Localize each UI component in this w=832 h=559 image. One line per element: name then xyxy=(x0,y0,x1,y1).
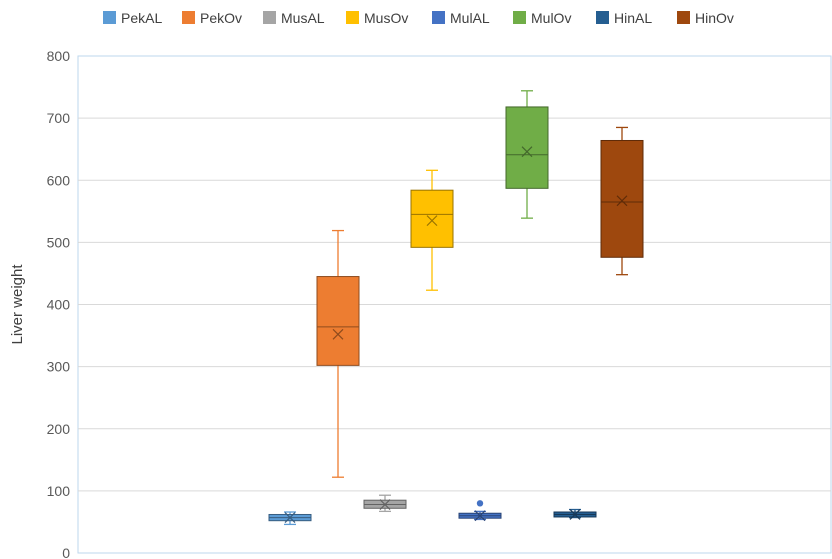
legend-swatch xyxy=(346,11,359,24)
y-tick-label: 800 xyxy=(47,48,71,64)
y-axis-tick-labels: 0 100 200 300 400 500 600 700 800 xyxy=(47,48,71,559)
y-tick-label: 100 xyxy=(47,483,71,499)
legend-swatch xyxy=(182,11,195,24)
box-MusAL xyxy=(363,494,407,513)
plot-area: 0 100 200 300 400 500 600 700 800 xyxy=(47,48,832,559)
legend-item-HinAL: HinAL xyxy=(596,10,652,26)
legend-swatch xyxy=(103,11,116,24)
legend-item-HinOv: HinOv xyxy=(677,10,734,26)
legend-label: HinAL xyxy=(614,10,652,26)
legend-label: MusOv xyxy=(364,10,408,26)
box-iqr xyxy=(410,189,454,248)
y-tick-label: 700 xyxy=(47,110,71,126)
box-MulOv xyxy=(505,90,549,219)
boxes xyxy=(268,90,644,526)
gridlines xyxy=(78,117,831,492)
legend: PekAL PekOv MusAL MusOv MulAL MulOv HinAL HinOv xyxy=(103,10,734,26)
y-tick-label: 0 xyxy=(62,545,70,559)
y-tick-label: 300 xyxy=(47,359,71,375)
box-iqr xyxy=(600,139,644,258)
legend-label: PekAL xyxy=(121,10,162,26)
mean-marker xyxy=(426,215,438,227)
box-iqr xyxy=(316,276,360,366)
y-tick-label: 500 xyxy=(47,234,71,250)
box-MulAL xyxy=(458,500,502,522)
legend-label: PekOv xyxy=(200,10,242,26)
box-MusOv xyxy=(410,169,454,291)
box-HinAL xyxy=(553,508,597,520)
legend-item-MulAL: MulAL xyxy=(432,10,490,26)
mean-marker xyxy=(616,195,628,207)
mean-marker xyxy=(474,510,486,522)
legend-item-PekOv: PekOv xyxy=(182,10,242,26)
legend-item-PekAL: PekAL xyxy=(103,10,162,26)
legend-label: MulAL xyxy=(450,10,490,26)
mean-marker xyxy=(569,509,581,520)
legend-swatch xyxy=(263,11,276,24)
legend-item-MusAL: MusAL xyxy=(263,10,325,26)
legend-label: MusAL xyxy=(281,10,325,26)
mean-marker xyxy=(521,146,533,158)
mean-marker xyxy=(379,499,391,510)
outlier-point xyxy=(476,500,484,507)
legend-item-MulOv: MulOv xyxy=(513,10,571,26)
y-axis-title: Liver weight xyxy=(9,264,26,345)
box-PekOv xyxy=(316,229,360,478)
mean-marker xyxy=(332,328,344,340)
y-tick-label: 400 xyxy=(47,297,71,313)
box-PekAL xyxy=(268,511,312,526)
legend-swatch xyxy=(513,11,526,24)
legend-label: HinOv xyxy=(695,10,734,26)
legend-label: MulOv xyxy=(531,10,571,26)
box-HinOv xyxy=(600,126,644,276)
mean-marker xyxy=(284,512,296,524)
legend-item-MusOv: MusOv xyxy=(346,10,408,26)
legend-swatch xyxy=(432,11,445,24)
y-tick-label: 200 xyxy=(47,421,71,437)
y-tick-label: 600 xyxy=(47,172,71,188)
box-iqr xyxy=(505,106,549,189)
legend-swatch xyxy=(677,11,690,24)
legend-swatch xyxy=(596,11,609,24)
